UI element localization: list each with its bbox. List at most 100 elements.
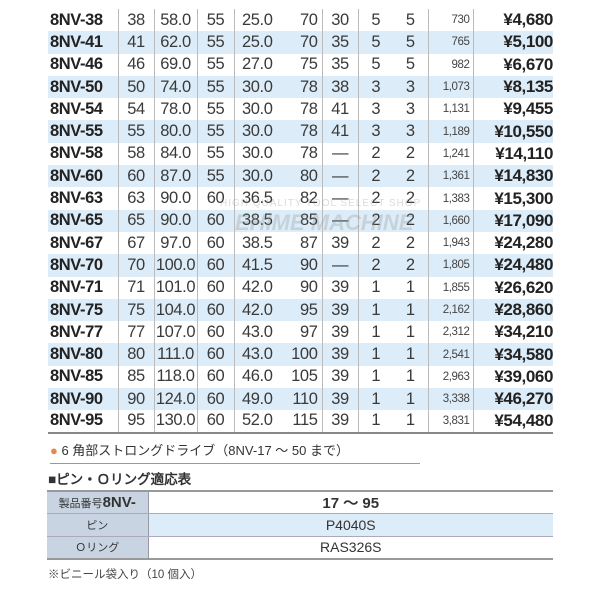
- spec-cell: 1,943: [428, 231, 474, 255]
- price-cell: ¥4,680: [503, 10, 553, 30]
- spec-cell: 2: [358, 209, 393, 232]
- spec-cell: 25.0: [241, 10, 273, 29]
- spec-cell: 1,189: [428, 120, 474, 143]
- header-label: 製品番号8NV-: [47, 491, 149, 514]
- spec-cell: 46: [118, 53, 155, 76]
- model-cell: 8NV-55: [48, 120, 119, 143]
- spec-cell: 27.0: [241, 55, 273, 74]
- spec-cell: 1: [393, 410, 429, 433]
- table-row: 8NV-65 65 90.0 60 38.5 85—2 2 1,660 ¥17,090: [48, 209, 553, 232]
- spec-cell: 49.0: [234, 388, 280, 411]
- spec-cell: 39: [322, 343, 359, 366]
- spec-cell: 35: [322, 31, 359, 54]
- price-cell: ¥54,480: [494, 410, 553, 430]
- price-cell: ¥24,280: [494, 233, 553, 253]
- spec-cell: 2: [393, 231, 429, 255]
- spec-cell: 90: [118, 388, 155, 411]
- spec-cell: 69.0: [154, 53, 198, 76]
- table-row: 8NV-38 38 58.0 55 25.0 70 30 5 5 730 ¥4,680: [48, 9, 553, 32]
- spec-cell: 1,073: [428, 75, 474, 99]
- spec-cell: 107.0: [154, 321, 198, 344]
- spec-cell: 2: [393, 165, 429, 188]
- spec-cell: 1,805: [428, 254, 474, 277]
- spec-cell: 2: [371, 233, 381, 252]
- spec-cell: 38.5: [241, 233, 273, 252]
- spec-cell: 1: [358, 298, 393, 322]
- spec-cell: 2: [393, 254, 429, 277]
- spec-cell: 55: [197, 9, 235, 32]
- spec-cell: 1,855: [428, 276, 474, 299]
- spec-cell: 30.0: [241, 99, 273, 118]
- spec-cell: 30.0: [234, 165, 280, 188]
- spec-cell: —: [322, 254, 359, 277]
- model-cell: 8NV-71: [48, 276, 119, 299]
- spec-cell: 46.0: [241, 367, 273, 386]
- pin-table-heading: ■ピン・Ｏリング適応表: [48, 472, 192, 487]
- spec-cell: 2: [393, 209, 429, 232]
- price-cell: ¥39,060: [494, 366, 553, 386]
- spec-cell: 95: [280, 298, 323, 322]
- spec-cell: 2: [393, 187, 429, 210]
- spec-cell: 1: [393, 276, 429, 299]
- spec-cell: 82: [280, 187, 323, 210]
- spec-cell: 130.0: [154, 410, 198, 433]
- spec-cell: 30.0: [234, 120, 280, 143]
- spec-cell: 54: [118, 98, 155, 121]
- spec-cell: 730: [428, 9, 474, 32]
- price-cell: ¥17,090: [473, 209, 553, 232]
- spec-cell: 3: [393, 120, 429, 143]
- spec-cell: 90: [280, 276, 323, 299]
- model-cell: 8NV-54: [48, 98, 119, 121]
- model-cell: 8NV-63: [48, 187, 119, 210]
- spec-cell: 52.0: [241, 411, 273, 430]
- table-row: 8NV-63 63 90.0 60 36.5 82—2 2 1,383 ¥15,300: [48, 187, 553, 210]
- price-cell: ¥26,620: [494, 277, 553, 297]
- spec-cell: 1,241: [428, 142, 474, 166]
- spec-cell: 39: [322, 276, 359, 299]
- spec-cell: 60: [197, 321, 235, 344]
- spec-cell: 60: [197, 365, 235, 389]
- table-row: 8NV-80 80 111.0 60 43.0 100 39 1 1 2,541 ¥34,580: [48, 343, 553, 366]
- pin-table-header-row: 製品番号8NV- 17 ～ 95: [47, 491, 553, 514]
- spec-cell: 110: [280, 388, 323, 411]
- spec-cell: —: [322, 209, 359, 232]
- spec-cell: 1: [393, 298, 429, 322]
- spec-cell: 60: [118, 165, 155, 188]
- spec-cell: 39: [322, 298, 359, 322]
- spec-cell: 2: [358, 165, 393, 188]
- table-row: 8NV-46 46 69.0 55 27.0 75 35 5 5 982 ¥6,670: [48, 53, 553, 76]
- spec-cell: 3: [393, 75, 429, 99]
- pin-label: ピン: [47, 513, 149, 537]
- spec-cell: 1: [393, 388, 429, 411]
- spec-cell: 30: [322, 9, 359, 32]
- spec-cell: —: [322, 165, 359, 188]
- spec-table: 8NV-38 38 58.0 55 25.0 70 30 5 5 730 ¥4,680 8NV-41 4…: [48, 9, 553, 434]
- spec-cell: 70: [118, 254, 155, 277]
- spec-cell: 41: [118, 31, 155, 54]
- spec-cell: 2: [393, 142, 429, 166]
- spec-cell: 39: [322, 365, 359, 389]
- spec-cell: 1: [393, 365, 429, 389]
- table-row: 8NV-77 77 107.0 60 43.0 97 39 1 1 2,312 ¥34,210: [48, 321, 553, 344]
- spec-cell: 74.0: [154, 75, 198, 99]
- spec-cell: 1: [393, 321, 429, 344]
- spec-cell: 85: [280, 209, 323, 232]
- spec-cell: 55: [197, 98, 235, 121]
- model-cell: 8NV-50: [48, 75, 119, 99]
- spec-cell: 35: [322, 53, 359, 76]
- spec-cell: 1: [371, 322, 381, 341]
- spec-cell: 70: [280, 31, 323, 54]
- spec-cell: 78: [280, 120, 323, 143]
- spec-cell: 42.0: [234, 298, 280, 322]
- oring-value: RAS326S: [148, 536, 553, 559]
- spec-cell: 60: [197, 388, 235, 411]
- spec-cell: 3,338: [428, 388, 474, 411]
- spec-cell: 55: [197, 53, 235, 76]
- spec-cell: 50: [118, 75, 155, 99]
- spec-cell: 1: [358, 388, 393, 411]
- oring-label: Ｏリング: [47, 536, 149, 559]
- spec-cell: 765: [428, 31, 474, 54]
- spec-cell: 97.0: [154, 231, 198, 255]
- spec-cell: —: [322, 142, 359, 166]
- spec-cell: 60: [197, 254, 235, 277]
